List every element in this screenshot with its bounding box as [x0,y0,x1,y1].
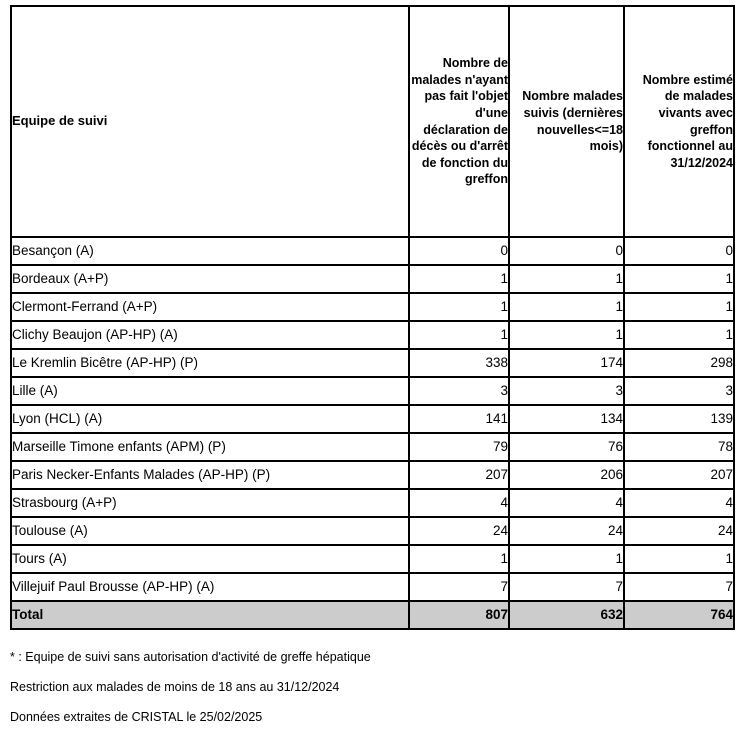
cell-estimated-alive-count: 24 [623,516,735,546]
cell-followed-count: 4 [508,488,625,518]
cell-no-declaration-count: 24 [408,516,510,546]
footnotes: * : Equipe de suivi sans autorisation d'… [10,650,710,740]
cell-no-declaration-count: 141 [408,404,510,434]
cell-followed-count: 3 [508,376,625,406]
cell-team-name: Paris Necker-Enfants Malades (AP-HP) (P) [10,460,410,490]
cell-followed-count: 134 [508,404,625,434]
cell-followed-count: 24 [508,516,625,546]
table-row: Clichy Beaujon (AP-HP) (A) 1 1 1 [10,320,735,350]
cell-estimated-alive-count: 0 [623,236,735,266]
table-row: Bordeaux (A+P) 1 1 1 [10,264,735,294]
table-row: Paris Necker-Enfants Malades (AP-HP) (P)… [10,460,735,490]
followup-teams-table-container: Equipe de suivi Nombre de malades n'ayan… [10,5,735,630]
cell-team-name: Tours (A) [10,544,410,574]
cell-followed-count: 1 [508,292,625,322]
cell-team-name: Marseille Timone enfants (APM) (P) [10,432,410,462]
cell-followed-count: 1 [508,264,625,294]
column-header-no-death-or-graft-failure-declaration: Nombre de malades n'ayant pas fait l'obj… [408,5,510,238]
cell-no-declaration-count: 0 [408,236,510,266]
cell-total-followed: 632 [508,600,625,630]
cell-no-declaration-count: 3 [408,376,510,406]
cell-estimated-alive-count: 139 [623,404,735,434]
footnote-line: * : Equipe de suivi sans autorisation d'… [10,650,371,664]
cell-followed-count: 1 [508,544,625,574]
followup-teams-table: Equipe de suivi Nombre de malades n'ayan… [10,5,735,630]
cell-team-name: Clermont-Ferrand (A+P) [10,292,410,322]
cell-team-name: Lille (A) [10,376,410,406]
table-total-row: Total 807 632 764 [10,600,735,630]
table-row: Villejuif Paul Brousse (AP-HP) (A) 7 7 7 [10,572,735,602]
cell-followed-count: 206 [508,460,625,490]
cell-team-name: Bordeaux (A+P) [10,264,410,294]
cell-followed-count: 0 [508,236,625,266]
table-row: Besançon (A) 0 0 0 [10,236,735,266]
cell-team-name: Strasbourg (A+P) [10,488,410,518]
cell-team-name: Villejuif Paul Brousse (AP-HP) (A) [10,572,410,602]
cell-no-declaration-count: 4 [408,488,510,518]
cell-team-name: Le Kremlin Bicêtre (AP-HP) (P) [10,348,410,378]
cell-estimated-alive-count: 1 [623,320,735,350]
column-header-estimated-alive-with-functional-graft: Nombre estimé de malades vivants avec gr… [623,5,735,238]
cell-no-declaration-count: 1 [408,320,510,350]
cell-no-declaration-count: 1 [408,544,510,574]
cell-estimated-alive-count: 78 [623,432,735,462]
table-row: Lille (A) 3 3 3 [10,376,735,406]
cell-estimated-alive-count: 207 [623,460,735,490]
cell-total-label: Total [10,600,410,630]
cell-team-name: Besançon (A) [10,236,410,266]
table-row: Clermont-Ferrand (A+P) 1 1 1 [10,292,735,322]
cell-estimated-alive-count: 7 [623,572,735,602]
cell-team-name: Clichy Beaujon (AP-HP) (A) [10,320,410,350]
cell-followed-count: 1 [508,320,625,350]
table-row: Le Kremlin Bicêtre (AP-HP) (P) 338 174 298 [10,348,735,378]
header-row: Equipe de suivi Nombre de malades n'ayan… [10,5,735,238]
table-row: Marseille Timone enfants (APM) (P) 79 76 78 [10,432,735,462]
cell-total-no-declaration: 807 [408,600,510,630]
table-row: Tours (A) 1 1 1 [10,544,735,574]
table-header: Equipe de suivi Nombre de malades n'ayan… [10,5,735,238]
cell-no-declaration-count: 207 [408,460,510,490]
cell-followed-count: 7 [508,572,625,602]
cell-total-estimated-alive: 764 [623,600,735,630]
cell-estimated-alive-count: 1 [623,264,735,294]
cell-team-name: Lyon (HCL) (A) [10,404,410,434]
cell-no-declaration-count: 7 [408,572,510,602]
cell-followed-count: 174 [508,348,625,378]
cell-estimated-alive-count: 4 [623,488,735,518]
table-row: Strasbourg (A+P) 4 4 4 [10,488,735,518]
cell-estimated-alive-count: 298 [623,348,735,378]
cell-estimated-alive-count: 1 [623,292,735,322]
table-body: Besançon (A) 0 0 0 Bordeaux (A+P) 1 1 1 Clermont… [10,236,735,630]
column-header-team: Equipe de suivi [10,5,410,238]
cell-no-declaration-count: 1 [408,292,510,322]
column-header-patients-followed: Nombre malades suivis (dernières nouvell… [508,5,625,238]
cell-no-declaration-count: 338 [408,348,510,378]
table-row: Toulouse (A) 24 24 24 [10,516,735,546]
cell-estimated-alive-count: 1 [623,544,735,574]
cell-no-declaration-count: 1 [408,264,510,294]
cell-team-name: Toulouse (A) [10,516,410,546]
footnote-line: Données extraites de CRISTAL le 25/02/20… [10,710,263,724]
cell-followed-count: 76 [508,432,625,462]
cell-no-declaration-count: 79 [408,432,510,462]
footnote-line: Restriction aux malades de moins de 18 a… [10,680,340,694]
cell-estimated-alive-count: 3 [623,376,735,406]
table-row: Lyon (HCL) (A) 141 134 139 [10,404,735,434]
